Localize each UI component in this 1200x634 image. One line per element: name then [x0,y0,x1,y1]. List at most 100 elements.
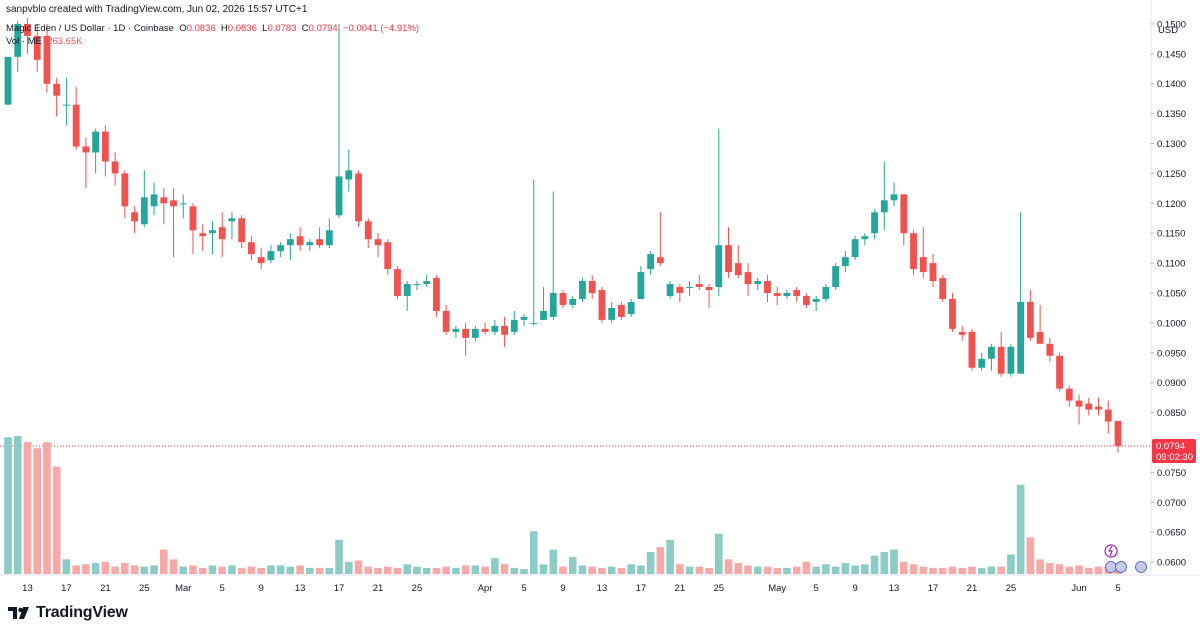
candle [209,221,216,255]
tradingview-logo-icon[interactable] [8,606,30,620]
candle [394,266,401,299]
candle [189,203,197,255]
candle [335,23,343,219]
high-value: 0.0836 [227,23,257,34]
us-flag-icon [1105,561,1117,573]
candle-body [734,263,742,276]
candle [900,194,908,246]
candle-body [822,287,830,299]
time-tick-label: 25 [139,583,150,594]
candle-body [559,293,567,305]
time-tick-label: 9 [852,583,857,594]
candle [608,301,616,323]
candle [228,212,236,240]
volume-bar [578,565,587,574]
candle [238,215,246,249]
volume-bar [432,567,441,574]
volume-bar [695,566,704,574]
volume-bar [812,566,820,574]
time-tick-label: May [768,583,786,594]
candle-body [1046,343,1054,356]
candle [744,263,752,296]
price-tick-label: 0.1100 [1157,259,1185,270]
candle [43,23,51,93]
symbol-name[interactable]: Magic Eden / US Dollar · 1D · Coinbase [6,23,174,34]
volume-bar [335,539,343,574]
candle [101,125,109,177]
volume-value: 263.65K [47,36,83,47]
price-tick-label: 0.1250 [1157,169,1186,180]
candle [92,128,100,174]
volume-bar [977,567,986,574]
candle [841,251,849,273]
candle-body [179,203,187,205]
candle-layer [4,17,1122,453]
candle-body [919,257,927,273]
time-tick-label: 17 [334,583,345,594]
candle [764,275,771,302]
candle [1085,397,1093,416]
candle-body [812,298,820,302]
candle-body [1075,400,1083,407]
price-tick-label: 0.0650 [1157,528,1186,539]
volume-bar [413,566,421,574]
candle [267,245,275,264]
volume-bar [929,567,937,574]
candle [403,281,411,311]
candle-body [841,257,849,267]
candle [33,23,41,72]
candle [803,293,810,308]
volume-bar [306,567,314,574]
price-tick-label: 0.1450 [1157,49,1186,60]
candle [53,77,61,117]
time-tick-label: 9 [560,583,565,594]
candle [111,152,119,186]
volume-bar [958,567,967,574]
volume-bar [452,567,460,574]
candle-body [1017,301,1025,374]
candle-body [1026,301,1034,338]
open-value: 0.0836 [186,23,216,34]
candle [822,284,830,302]
volume-bar [1016,484,1025,574]
volume-bar [169,559,178,574]
candle-body [939,278,947,299]
candle [462,322,470,356]
candle-body [764,281,771,293]
candle [1007,343,1015,377]
volume-bar [52,466,61,574]
candle [1075,394,1083,425]
volume-bar [783,567,791,574]
volume-bar [549,549,558,574]
candle-body [754,281,762,285]
volume-bar [159,549,168,574]
tradingview-wordmark[interactable]: TradingView [36,604,128,621]
candle-body [238,218,246,243]
candle [549,191,557,320]
candle [140,170,148,228]
candle-body [569,298,577,305]
price-tick-label: 0.1200 [1157,199,1186,210]
candle-body [199,233,207,237]
candle [637,266,645,299]
volume-label[interactable]: Vol · ME [6,36,42,47]
candle-body [53,83,61,96]
volume-bar [734,563,743,574]
candle [72,86,80,150]
candle-body [267,251,275,261]
volume-bar [568,556,577,574]
volume-bar [140,566,149,574]
candle [666,281,674,299]
candle [248,236,255,261]
candle [958,325,966,341]
currency-label: USD [1158,25,1178,36]
candle-body [150,194,158,207]
candle [452,325,460,338]
volume-bar [43,442,51,574]
price-tick-label: 0.1000 [1157,318,1186,329]
candle-body [608,307,616,320]
volume-bar [237,567,246,574]
candle [121,170,129,219]
candle-body [1114,420,1122,447]
